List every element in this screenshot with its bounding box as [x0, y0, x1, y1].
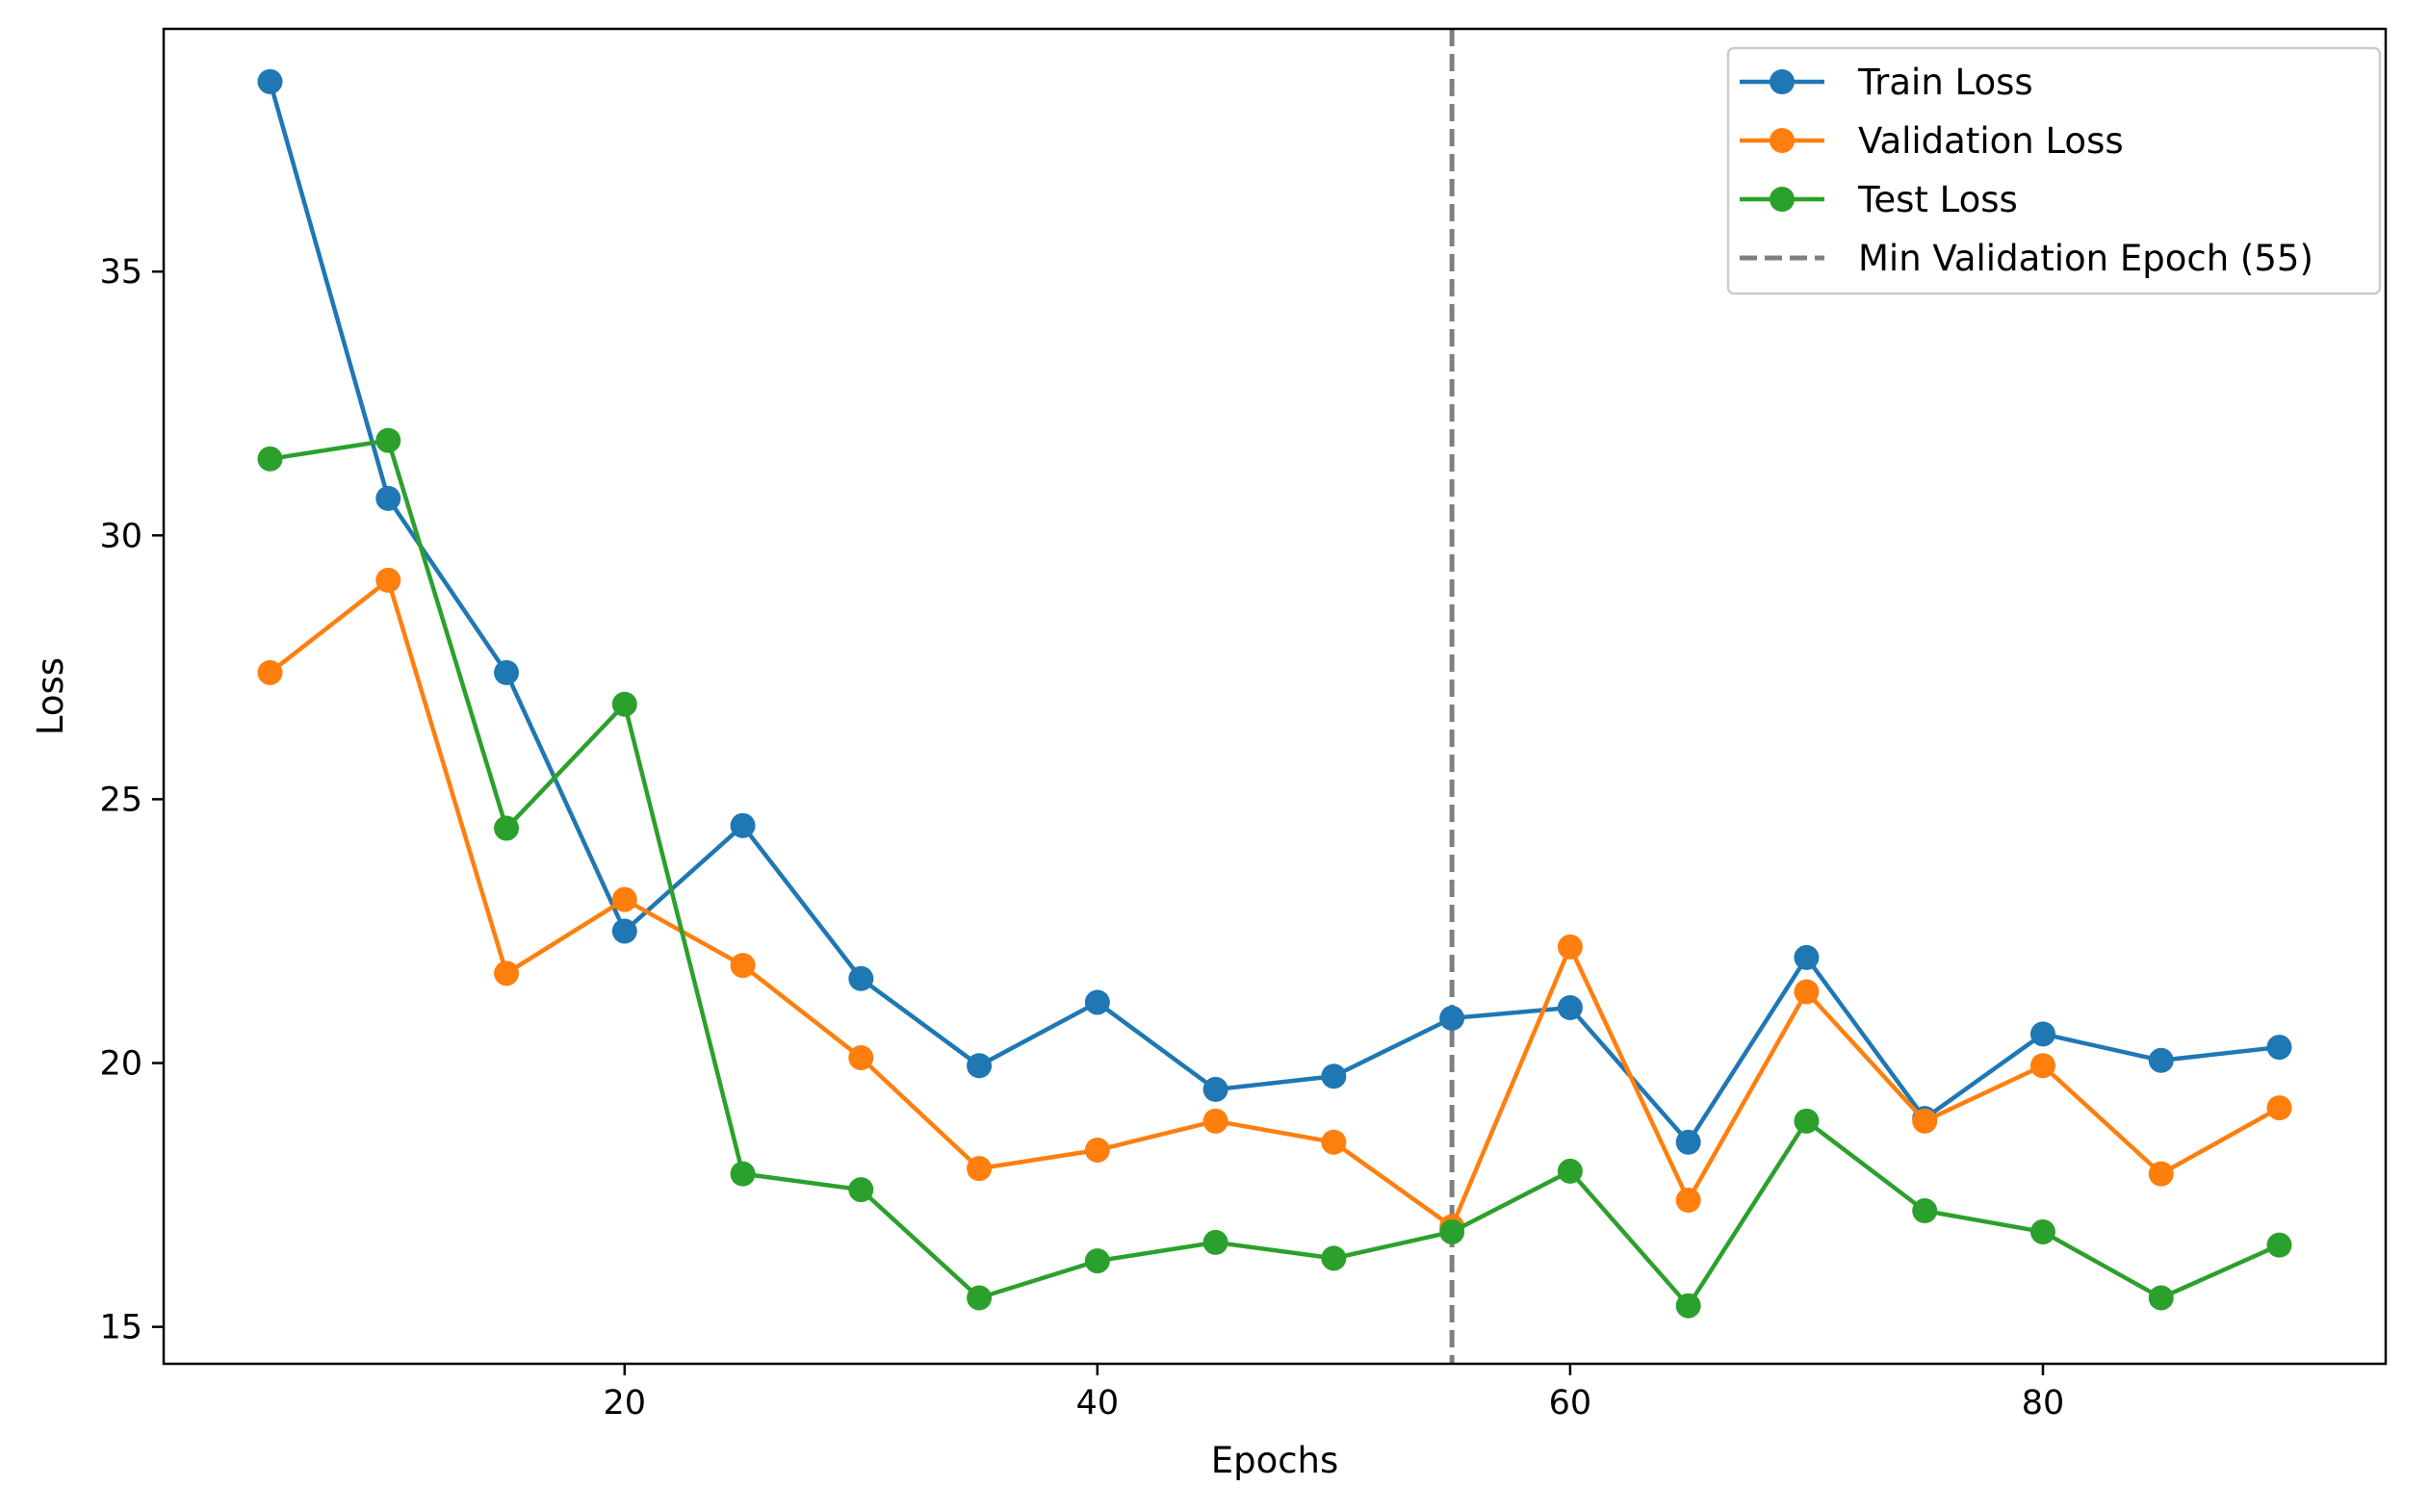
- y-tick-label: 15: [99, 1309, 142, 1347]
- legend-marker-test-loss: [1770, 187, 1795, 212]
- x-tick-label: 80: [2022, 1384, 2065, 1422]
- test-loss-point: [848, 1177, 874, 1203]
- test-loss-point: [1912, 1198, 1938, 1224]
- test-loss-point: [1675, 1293, 1701, 1319]
- x-tick-label: 20: [604, 1384, 647, 1422]
- train-loss-point: [2029, 1021, 2055, 1047]
- train-loss-point: [1794, 944, 1820, 970]
- legend-marker-validation-loss: [1770, 128, 1795, 153]
- validation-loss-point: [967, 1156, 993, 1182]
- test-loss-point: [494, 815, 520, 841]
- validation-loss-point: [1084, 1137, 1110, 1163]
- test-loss-point: [730, 1161, 756, 1187]
- y-axis-label: Loss: [30, 657, 71, 735]
- validation-loss-point: [375, 567, 401, 593]
- legend-label-min-validation-epoch-55: Min Validation Epoch (55): [1858, 238, 2313, 279]
- validation-loss-line: [269, 577, 2281, 1229]
- test-loss-point: [1557, 1158, 1583, 1184]
- train-loss-point: [611, 918, 637, 944]
- validation-loss-point: [2029, 1053, 2055, 1079]
- test-loss-point: [2148, 1285, 2174, 1311]
- train-loss-point: [1321, 1064, 1347, 1089]
- test-loss-line: [270, 438, 2281, 1308]
- y-tick-label: 25: [99, 781, 142, 819]
- train-loss-line: [268, 81, 2280, 1144]
- train-loss-point: [2148, 1047, 2174, 1073]
- train-loss-point: [848, 965, 874, 991]
- train-loss-point: [1202, 1076, 1228, 1102]
- legend-label-test-loss: Test Loss: [1857, 179, 2018, 220]
- axes: 20 40 60 80 15 20 25 30 35 Epochs Loss: [30, 27, 2388, 1481]
- validation-loss-point: [1321, 1129, 1347, 1155]
- train-loss-point: [375, 485, 401, 511]
- test-loss-point: [1794, 1108, 1820, 1134]
- validation-loss-point: [848, 1045, 874, 1071]
- test-loss-point: [611, 691, 637, 717]
- validation-loss-point: [730, 953, 756, 979]
- validation-loss-point: [611, 886, 637, 912]
- axes-frame: [162, 27, 2388, 1366]
- train-loss-point: [494, 659, 520, 685]
- train-loss-point: [257, 68, 283, 94]
- validation-loss-point: [257, 659, 283, 685]
- plot-area: [257, 29, 2292, 1364]
- train-loss-point: [1084, 989, 1110, 1015]
- validation-loss-point: [1675, 1188, 1701, 1214]
- legend-label-validation-loss: Validation Loss: [1858, 120, 2124, 162]
- train-loss-point: [1439, 1005, 1465, 1031]
- test-loss-point: [1439, 1218, 1465, 1244]
- legend-box: [1726, 46, 2382, 295]
- test-loss-point: [257, 446, 283, 472]
- x-tick-label: 40: [1076, 1384, 1120, 1422]
- legend-label-train-loss: Train Loss: [1857, 62, 2033, 103]
- y-tick-label: 30: [99, 517, 142, 555]
- validation-loss-point: [2266, 1095, 2292, 1121]
- test-loss-point: [1202, 1229, 1228, 1255]
- validation-loss-point: [1202, 1108, 1228, 1134]
- validation-loss-point: [1794, 979, 1820, 1005]
- validation-loss-point: [494, 961, 520, 987]
- x-tick-label: 60: [1549, 1384, 1592, 1422]
- y-tick-label: 35: [99, 253, 142, 292]
- y-tick-label: 20: [99, 1045, 142, 1084]
- train-loss-point: [730, 812, 756, 838]
- validation-loss-point: [1557, 934, 1583, 960]
- validation-loss-point: [1912, 1108, 1938, 1134]
- train-loss-point: [1675, 1129, 1701, 1155]
- legend-marker-train-loss: [1770, 69, 1795, 94]
- test-loss-point: [1084, 1248, 1110, 1274]
- validation-loss-point: [2148, 1161, 2174, 1187]
- train-loss-point: [2266, 1035, 2292, 1061]
- train-loss-point: [1557, 994, 1583, 1020]
- x-axis-label: Epochs: [1211, 1440, 1339, 1481]
- train-loss-point: [967, 1053, 993, 1079]
- test-loss-point: [967, 1285, 993, 1311]
- test-loss-point: [2266, 1232, 2292, 1258]
- legend: Train Loss Validation Loss Test Loss Min Va…: [1726, 46, 2382, 295]
- test-loss-point: [1321, 1245, 1347, 1271]
- test-loss-point: [375, 427, 401, 453]
- test-loss-point: [2029, 1218, 2055, 1244]
